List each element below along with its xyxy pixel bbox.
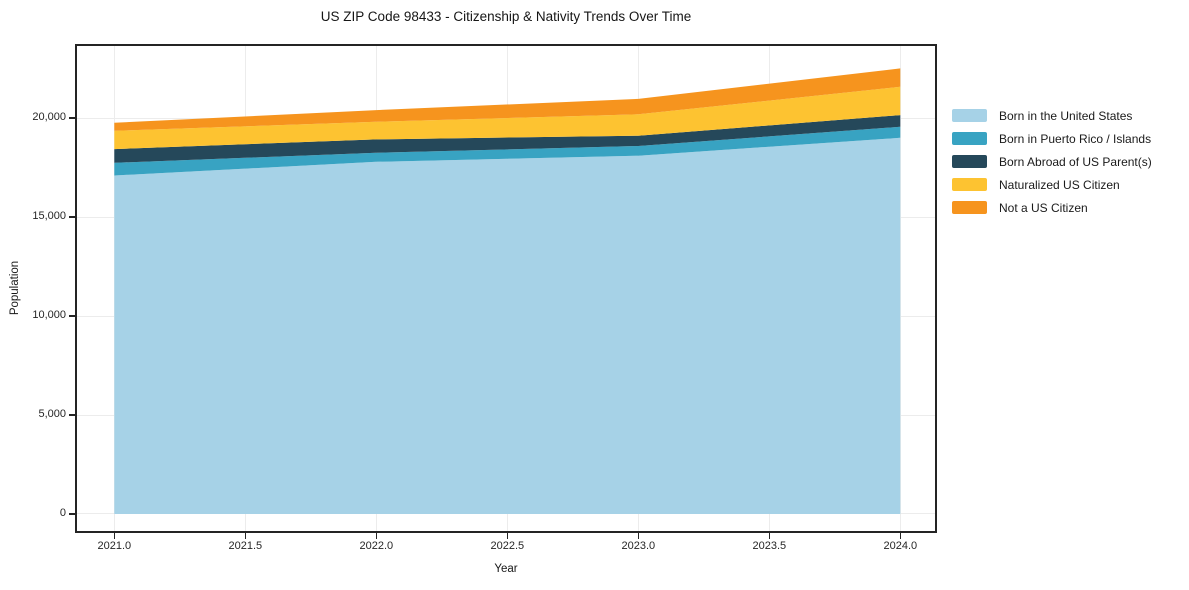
stacked-area-svg xyxy=(114,68,901,515)
x-tick-label: 2021.5 xyxy=(228,540,263,552)
legend-label: Naturalized US Citizen xyxy=(999,177,1120,192)
area-series-born-in-puerto-rico-islands xyxy=(114,126,901,176)
x-tick-mark xyxy=(113,533,116,539)
x-tick-mark xyxy=(768,533,771,539)
y-axis-label: Population xyxy=(9,260,21,316)
y-tick-mark xyxy=(69,117,75,119)
x-tick-label: 2023.0 xyxy=(621,540,656,552)
x-tick-mark xyxy=(375,533,378,539)
legend-swatch xyxy=(952,201,987,214)
x-tick-mark xyxy=(637,533,640,539)
area-series-born-in-the-united-states xyxy=(114,137,901,515)
y-tick-label: 10,000 xyxy=(32,309,66,322)
area-series-born-abroad-of-us-parent-s- xyxy=(114,115,901,163)
gridline-vertical xyxy=(899,44,901,533)
x-tick-label: 2021.0 xyxy=(97,540,132,552)
x-tick-label: 2023.5 xyxy=(752,540,787,552)
legend-item: Born Abroad of US Parent(s) xyxy=(952,150,1152,173)
legend-swatch xyxy=(952,109,987,122)
legend-swatch xyxy=(952,178,987,191)
x-tick-label: 2022.5 xyxy=(490,540,525,552)
legend-label: Born in the United States xyxy=(999,108,1133,123)
legend: Born in the United States Born in Puerto … xyxy=(952,104,1152,219)
y-tick-label: 20,000 xyxy=(32,111,66,124)
y-tick-label: 5,000 xyxy=(38,408,66,420)
x-tick-mark xyxy=(899,533,902,539)
plot-area xyxy=(75,44,937,533)
y-tick-mark xyxy=(69,216,75,218)
legend-item: Born in the United States xyxy=(952,104,1152,127)
area-series-not-a-us-citizen xyxy=(114,68,901,131)
x-tick-label: 2022.0 xyxy=(359,540,394,552)
gridline-vertical xyxy=(113,44,115,533)
y-tick-mark xyxy=(69,414,75,416)
y-tick-mark xyxy=(69,315,75,317)
chart-title: US ZIP Code 98433 - Citizenship & Nativi… xyxy=(320,9,692,24)
legend-label: Not a US Citizen xyxy=(999,200,1088,215)
legend-swatch xyxy=(952,132,987,145)
x-tick-mark xyxy=(506,533,509,539)
legend-item: Not a US Citizen xyxy=(952,196,1152,219)
x-tick-label: 2024.0 xyxy=(883,540,918,552)
legend-swatch xyxy=(952,155,987,168)
y-tick-label: 15,000 xyxy=(32,210,66,223)
legend-item: Born in Puerto Rico / Islands xyxy=(952,127,1152,150)
legend-item: Naturalized US Citizen xyxy=(952,173,1152,196)
legend-label: Born in Puerto Rico / Islands xyxy=(999,131,1152,146)
y-tick-mark xyxy=(69,513,75,515)
y-tick-label: 0 xyxy=(59,506,66,519)
x-axis-label: Year xyxy=(494,563,518,575)
legend-label: Born Abroad of US Parent(s) xyxy=(999,154,1152,169)
area-series-naturalized-us-citizen xyxy=(114,86,901,150)
x-tick-mark xyxy=(244,533,247,539)
